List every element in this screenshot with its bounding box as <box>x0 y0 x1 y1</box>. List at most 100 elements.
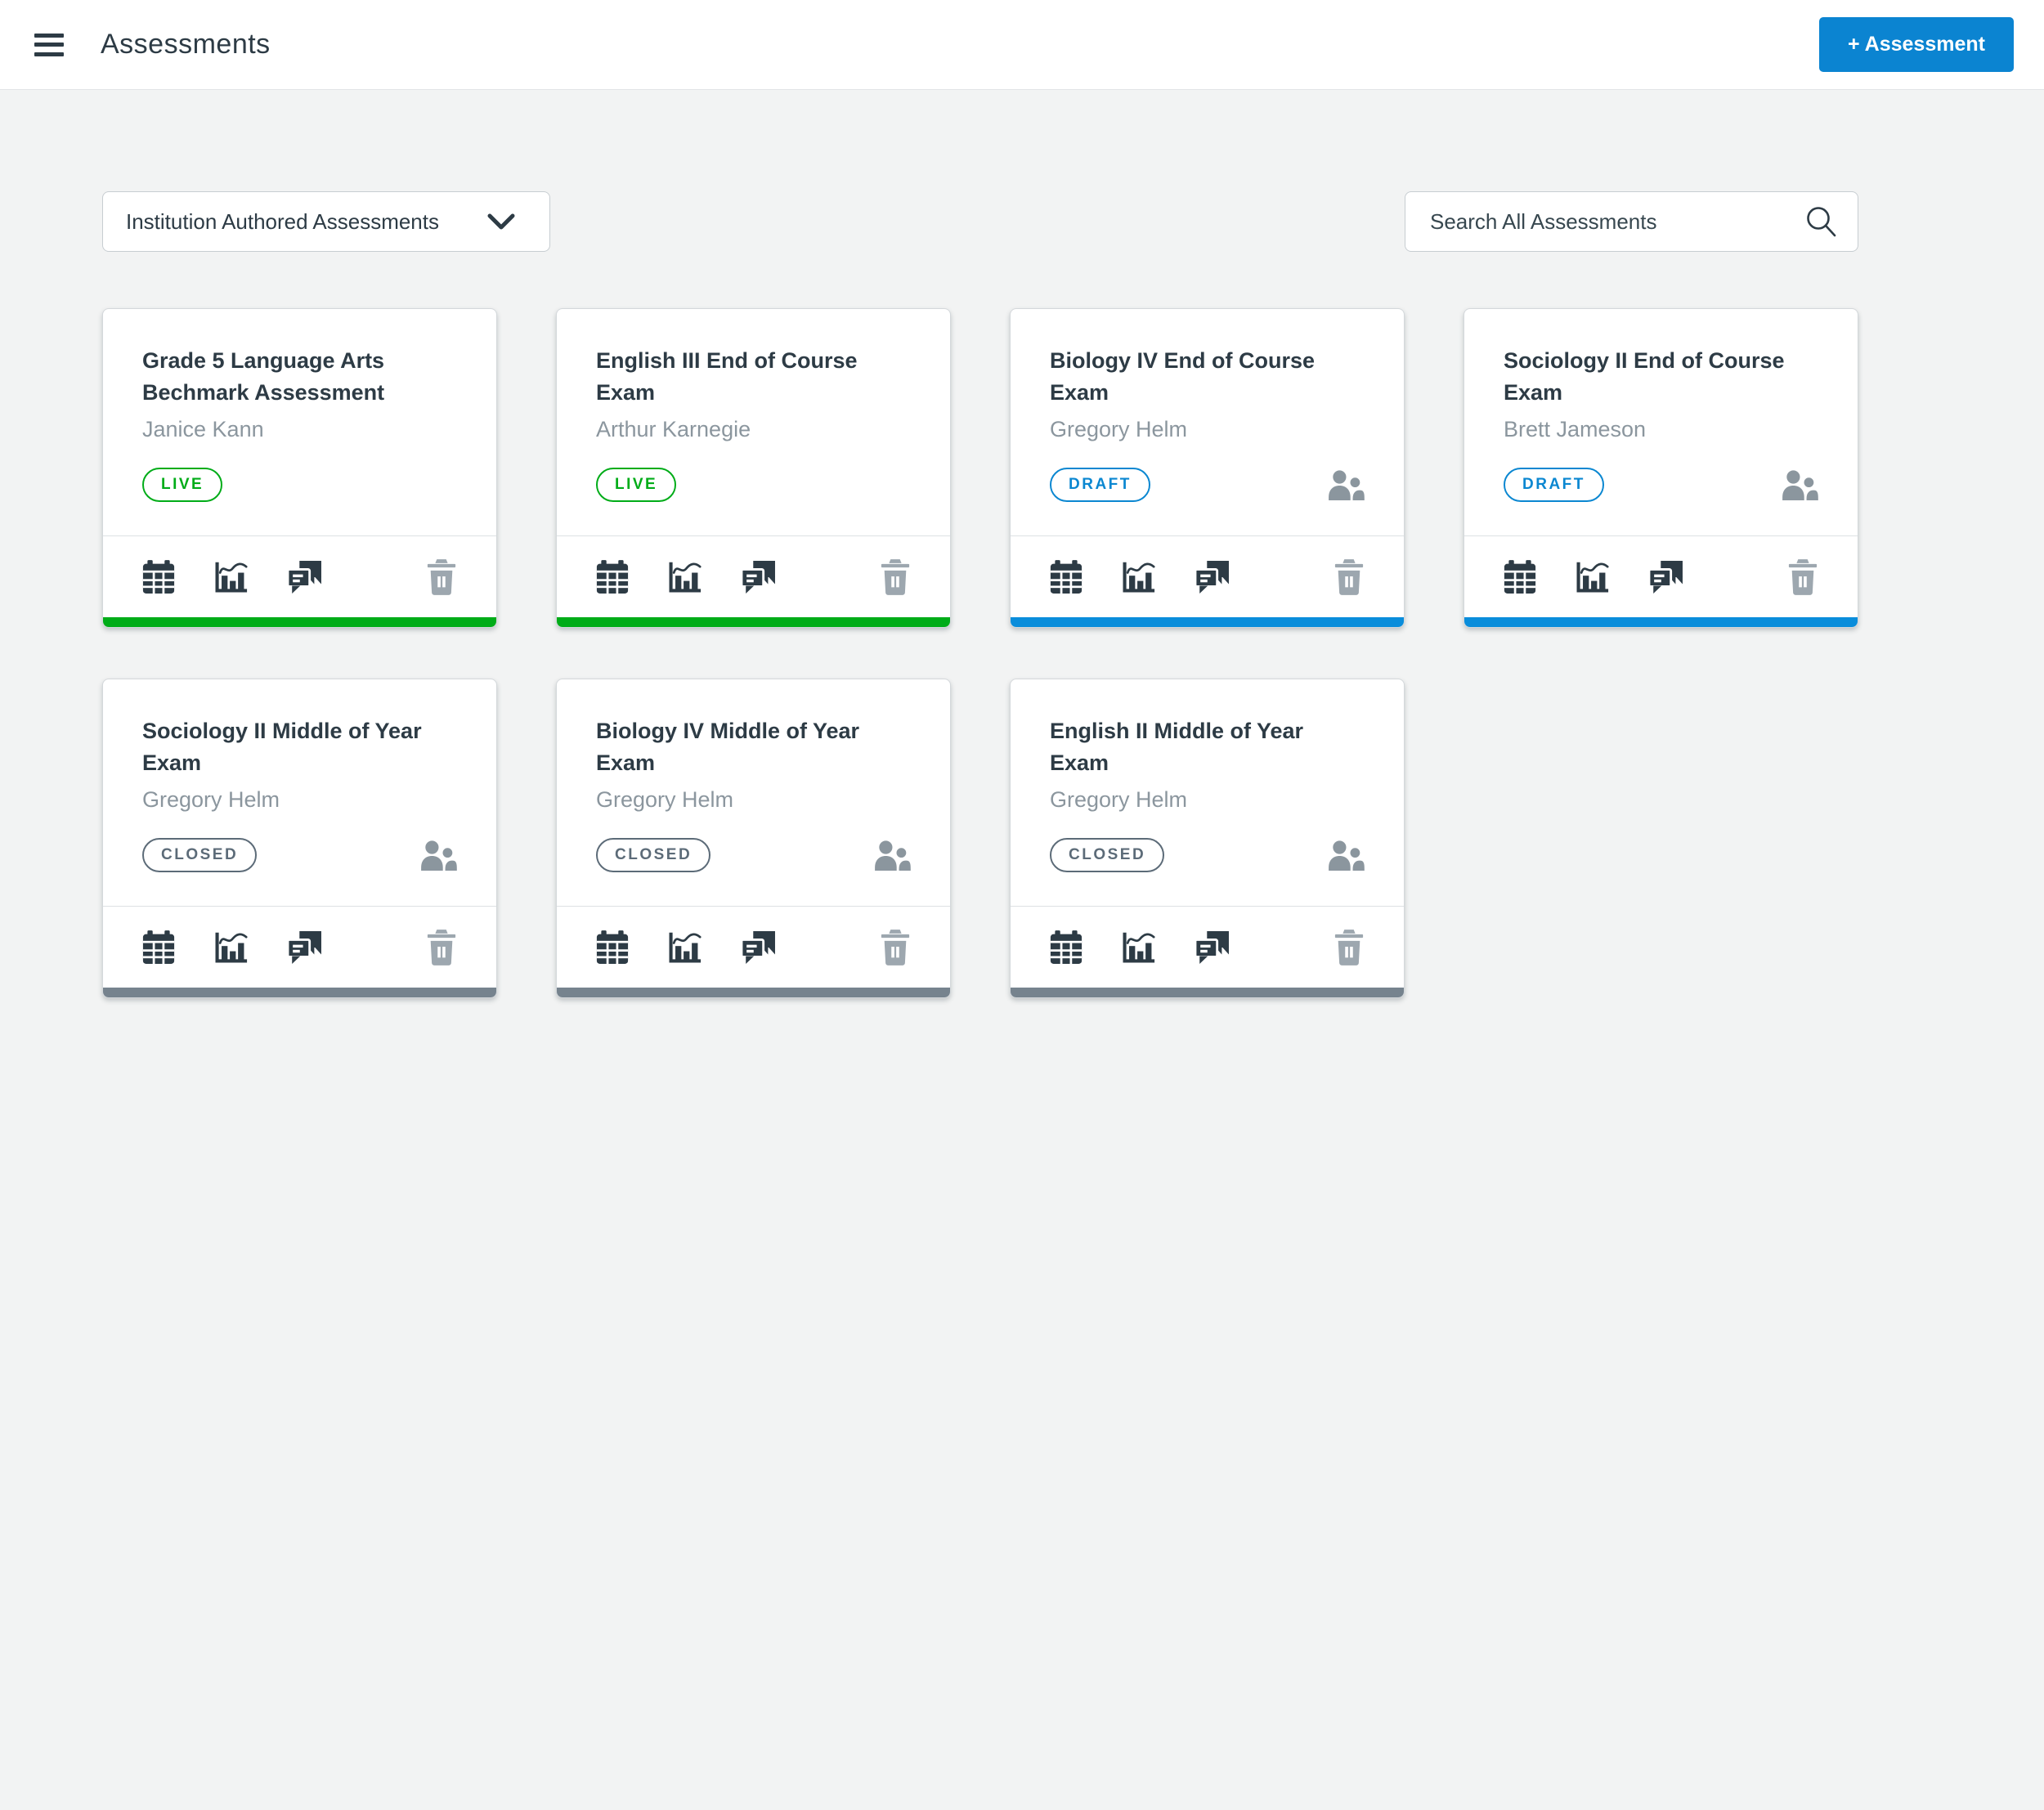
assessment-title: Biology IV Middle of Year Exam <box>596 719 860 775</box>
analytics-icon <box>667 560 702 594</box>
hamburger-icon <box>34 33 64 38</box>
discussions-button[interactable] <box>286 560 322 594</box>
assessment-author: Gregory Helm <box>596 787 734 812</box>
analytics-button[interactable] <box>213 930 248 965</box>
assessment-card[interactable]: Biology IV End of Course Exam Gregory He… <box>1010 308 1405 628</box>
card-body: English III End of Course Exam Arthur Ka… <box>557 309 950 535</box>
delete-button[interactable] <box>1334 558 1365 595</box>
filter-dropdown[interactable]: Institution Authored Assessments <box>102 191 550 252</box>
assessment-title: Biology IV End of Course Exam <box>1050 348 1316 405</box>
analytics-button[interactable] <box>1575 560 1609 594</box>
badge-row: CLOSED <box>596 837 911 873</box>
calendar-button[interactable] <box>1050 559 1083 594</box>
calendar-icon <box>142 559 175 594</box>
status-strip <box>557 988 950 997</box>
discussions-button[interactable] <box>286 930 322 964</box>
trash-icon <box>1334 929 1365 965</box>
calendar-button[interactable] <box>596 930 629 965</box>
card-body: English II Middle of Year Exam Gregory H… <box>1011 679 1404 906</box>
card-actions <box>557 535 950 617</box>
assessment-title: Sociology II Middle of Year Exam <box>142 719 422 775</box>
trash-icon <box>426 929 457 965</box>
discussions-button[interactable] <box>1194 560 1230 594</box>
status-badge: CLOSED <box>596 838 711 872</box>
discussions-icon <box>286 560 322 594</box>
search-input[interactable] <box>1405 191 1858 252</box>
discussions-icon <box>1647 560 1683 594</box>
assessment-card[interactable]: Sociology II End of Course Exam Brett Ja… <box>1464 308 1858 628</box>
assessment-card[interactable]: Biology IV Middle of Year Exam Gregory H… <box>556 679 951 998</box>
analytics-button[interactable] <box>1121 930 1155 965</box>
badge-row: CLOSED <box>142 837 457 873</box>
analytics-icon <box>667 930 702 965</box>
assessment-author: Brett Jameson <box>1504 417 1647 441</box>
discussions-button[interactable] <box>740 560 776 594</box>
delete-button[interactable] <box>1334 929 1365 965</box>
discussions-button[interactable] <box>740 930 776 964</box>
calendar-button[interactable] <box>1050 930 1083 965</box>
assessment-card[interactable]: Sociology II Middle of Year Exam Gregory… <box>102 679 497 998</box>
assessment-card[interactable]: English III End of Course Exam Arthur Ka… <box>556 308 951 628</box>
card-body: Sociology II End of Course Exam Brett Ja… <box>1464 309 1858 535</box>
assessment-author: Gregory Helm <box>1050 787 1188 812</box>
search-field <box>1405 191 1858 252</box>
assessments-grid: Grade 5 Language Arts Bechmark Assessmen… <box>102 308 1858 998</box>
card-actions <box>103 906 496 988</box>
calendar-button[interactable] <box>1504 559 1536 594</box>
badge-row: DRAFT <box>1504 467 1818 503</box>
calendar-button[interactable] <box>142 930 175 965</box>
assessment-card[interactable]: English II Middle of Year Exam Gregory H… <box>1010 679 1405 998</box>
people-icon <box>873 840 911 871</box>
assessment-title: English III End of Course Exam <box>596 348 858 405</box>
discussions-icon <box>740 560 776 594</box>
trash-icon <box>426 558 457 595</box>
badge-row: LIVE <box>596 467 911 503</box>
discussions-icon <box>286 930 322 964</box>
card-actions <box>557 906 950 988</box>
card-body: Biology IV Middle of Year Exam Gregory H… <box>557 679 950 906</box>
add-assessment-button[interactable]: + Assessment <box>1819 17 2014 72</box>
analytics-button[interactable] <box>213 560 248 594</box>
card-actions <box>1464 535 1858 617</box>
status-strip <box>103 617 496 627</box>
delete-button[interactable] <box>880 929 911 965</box>
analytics-icon <box>1121 930 1155 965</box>
card-actions <box>103 535 496 617</box>
delete-button[interactable] <box>426 558 457 595</box>
analytics-icon <box>1121 560 1155 594</box>
analytics-button[interactable] <box>667 930 702 965</box>
people-icon <box>1781 469 1818 500</box>
analytics-icon <box>1575 560 1609 594</box>
delete-button[interactable] <box>426 929 457 965</box>
assessment-card[interactable]: Grade 5 Language Arts Bechmark Assessmen… <box>102 308 497 628</box>
status-strip <box>1011 617 1404 627</box>
status-strip <box>1011 988 1404 997</box>
calendar-icon <box>596 930 629 965</box>
calendar-icon <box>1050 559 1083 594</box>
card-body: Grade 5 Language Arts Bechmark Assessmen… <box>103 309 496 535</box>
card-body: Biology IV End of Course Exam Gregory He… <box>1011 309 1404 535</box>
hamburger-menu-button[interactable] <box>34 33 64 56</box>
delete-button[interactable] <box>880 558 911 595</box>
calendar-icon <box>1050 930 1083 965</box>
discussions-button[interactable] <box>1647 560 1683 594</box>
calendar-button[interactable] <box>142 559 175 594</box>
status-strip <box>1464 617 1858 627</box>
calendar-icon <box>142 930 175 965</box>
assessment-author: Gregory Helm <box>1050 417 1188 441</box>
assessment-author: Gregory Helm <box>142 787 280 812</box>
delete-button[interactable] <box>1787 558 1818 595</box>
assessment-title: English II Middle of Year Exam <box>1050 719 1304 775</box>
discussions-icon <box>740 930 776 964</box>
assessment-author: Arthur Karnegie <box>596 417 751 441</box>
calendar-icon <box>1504 559 1536 594</box>
analytics-button[interactable] <box>667 560 702 594</box>
assessment-title: Grade 5 Language Arts Bechmark Assessmen… <box>142 348 385 405</box>
trash-icon <box>880 929 911 965</box>
people-icon <box>419 840 457 871</box>
discussions-button[interactable] <box>1194 930 1230 964</box>
analytics-button[interactable] <box>1121 560 1155 594</box>
analytics-icon <box>213 560 248 594</box>
badge-row: LIVE <box>142 467 457 503</box>
calendar-button[interactable] <box>596 559 629 594</box>
